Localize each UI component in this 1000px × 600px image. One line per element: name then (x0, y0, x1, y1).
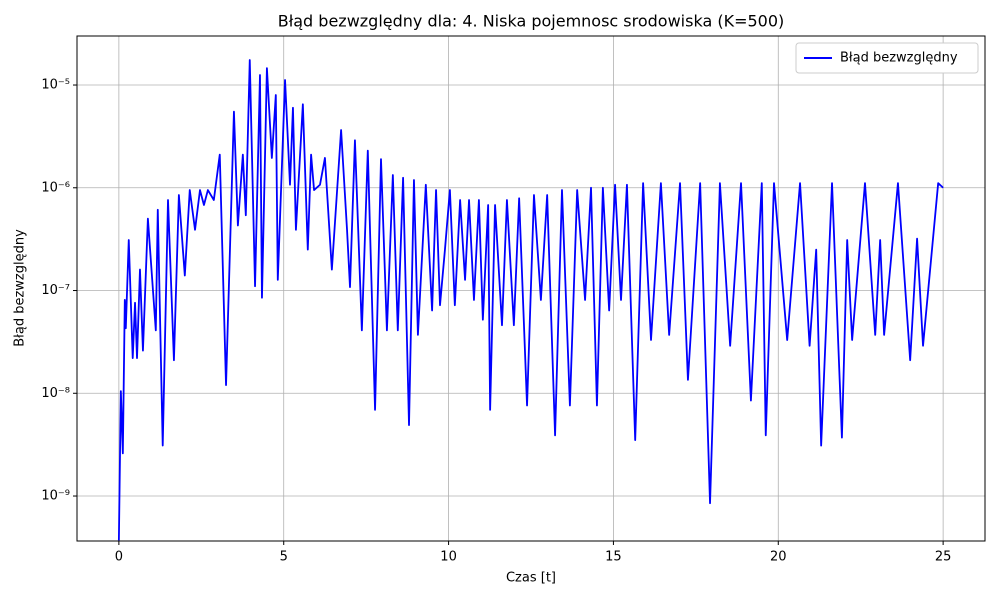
data-line (117, 59, 944, 541)
y-tick-label: 10⁻⁶ (41, 180, 70, 195)
y-tick-label: 10⁻⁹ (41, 489, 70, 504)
y-tick-label: 10⁻⁷ (41, 283, 70, 298)
x-tick-label: 20 (770, 550, 787, 565)
x-tick-label: 10 (440, 550, 457, 565)
plot-frame (76, 35, 986, 542)
legend-box (795, 42, 979, 74)
chart-title: Błąd bezwzględny dla: 4. Niska pojemnosc… (278, 12, 785, 31)
legend-label: Błąd bezwzględny (840, 51, 958, 66)
x-axis-label: Czas [t] (506, 571, 556, 586)
x-tick-label: 15 (605, 550, 622, 565)
x-tick-label: 25 (935, 550, 952, 565)
y-tick-label: 10⁻⁵ (41, 78, 70, 93)
y-axis-label: Błąd bezwzględny (13, 229, 28, 347)
y-tick-label: 10⁻⁸ (41, 386, 70, 401)
x-tick-label: 0 (115, 550, 123, 565)
legend: Błąd bezwzględny (795, 42, 979, 74)
x-tick-label: 5 (280, 550, 288, 565)
